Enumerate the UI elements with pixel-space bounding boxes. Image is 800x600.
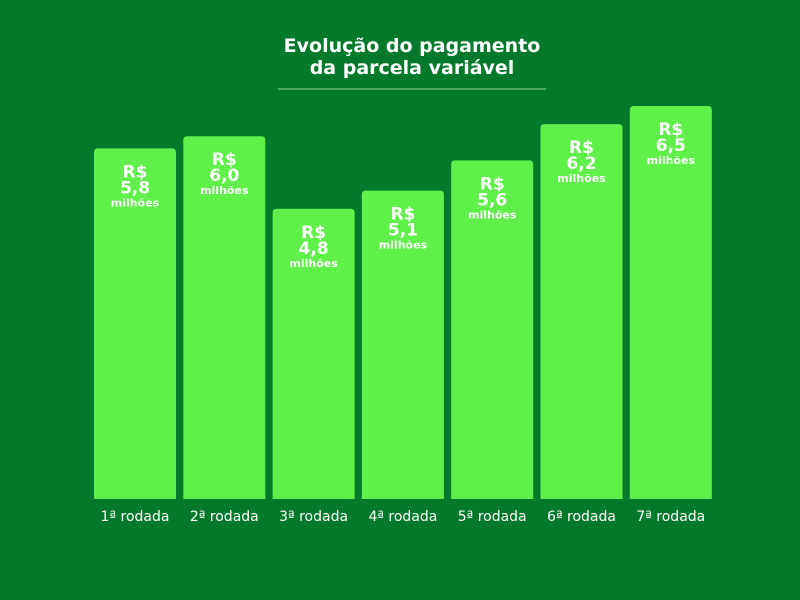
bar <box>272 208 355 500</box>
bar-label-unit: milhões <box>379 239 428 252</box>
x-tick-label: 7ª rodada <box>636 509 705 525</box>
bar-label-unit: milhões <box>289 257 338 270</box>
chart-title-line-1: Evolução do pagamento <box>284 35 541 57</box>
chart-title-line-2: da parcela variável <box>310 57 515 79</box>
bar-label-unit: milhões <box>557 172 606 185</box>
bar-label-value: 6,0 <box>209 166 239 186</box>
x-tick-label: 5ª rodada <box>458 509 527 525</box>
x-tick-label: 3ª rodada <box>279 509 348 525</box>
bar-label-currency: R$ <box>569 138 594 158</box>
x-tick-label: 2ª rodada <box>190 509 259 525</box>
bar-label-unit: milhões <box>111 196 160 209</box>
bar <box>629 106 712 499</box>
bar <box>361 190 444 499</box>
bar-label-value: 4,8 <box>299 239 329 259</box>
x-tick-label: 1ª rodada <box>101 509 170 525</box>
bar-label-value: 6,2 <box>566 154 596 174</box>
x-tick-label: 4ª rodada <box>368 509 437 525</box>
bar-label-unit: milhões <box>200 184 249 197</box>
bar <box>540 124 623 499</box>
bar-label-value: 5,1 <box>388 221 418 241</box>
bar-label-currency: R$ <box>480 174 505 194</box>
bar <box>94 148 176 500</box>
bar-label-currency: R$ <box>301 223 326 243</box>
bar-label-currency: R$ <box>658 120 683 140</box>
bar-label-currency: R$ <box>123 162 148 182</box>
bar-label-unit: milhões <box>647 154 696 167</box>
bar-label-currency: R$ <box>212 150 237 170</box>
bar-label-value: 6,5 <box>656 136 686 156</box>
bar-label-currency: R$ <box>390 205 415 225</box>
bar-label-value: 5,6 <box>477 190 507 210</box>
bar <box>451 160 534 499</box>
x-tick-label: 6ª rodada <box>547 509 616 525</box>
bar-label-unit: milhões <box>468 208 517 221</box>
bar <box>183 136 266 499</box>
bar-label-value: 5,8 <box>120 178 150 198</box>
